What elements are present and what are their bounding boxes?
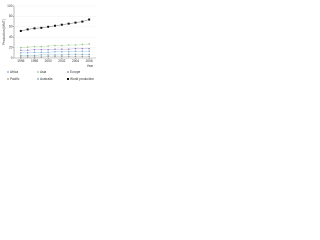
point [26, 46, 29, 48]
point [54, 50, 56, 53]
point [33, 45, 36, 48]
y-tick-label: 60 [9, 25, 13, 29]
point [67, 53, 70, 56]
point [20, 46, 22, 49]
point [33, 51, 36, 54]
point [74, 50, 77, 53]
point [81, 43, 84, 46]
point [61, 55, 63, 58]
legend-marker [37, 71, 39, 73]
legend-label: Europe [70, 70, 81, 74]
x-tick-label: 2004 [72, 59, 79, 63]
point [61, 48, 63, 50]
point [88, 43, 90, 45]
point [81, 20, 84, 23]
y-tick-label: 40 [9, 35, 13, 39]
point [26, 52, 29, 54]
point [26, 28, 29, 31]
legend-marker [37, 78, 39, 80]
point [88, 18, 91, 21]
point [33, 56, 36, 58]
x-tick-label: 1996 [17, 59, 24, 63]
y-axis-label: Production (MMT) [2, 19, 6, 45]
point [20, 49, 22, 51]
point [40, 45, 43, 48]
legend-marker [67, 78, 69, 80]
legend-marker [67, 71, 69, 73]
point [47, 51, 49, 54]
chart: Production (MMT) Year 0 20 40 60 80 100 1996 19… [2, 4, 96, 81]
point [60, 23, 63, 26]
point [88, 47, 90, 50]
y-tick-label: 20 [9, 45, 13, 49]
point [74, 47, 77, 50]
point [74, 53, 77, 56]
point [61, 54, 63, 56]
point [54, 24, 56, 27]
point [67, 55, 70, 58]
point [67, 44, 70, 46]
point [20, 56, 22, 58]
point [19, 29, 22, 32]
point [47, 45, 49, 47]
legend-label: World production [70, 77, 94, 81]
legend-marker [7, 71, 9, 73]
point [88, 55, 90, 58]
point [33, 27, 36, 30]
point [81, 53, 84, 56]
legend-label: Africa [10, 70, 18, 74]
point [20, 52, 22, 54]
point [26, 54, 29, 57]
point [81, 55, 84, 58]
legend-marker [7, 78, 9, 80]
point [54, 48, 56, 50]
x-tick-label: 2000 [45, 59, 52, 63]
point [88, 53, 90, 56]
x-tick-label: 2002 [58, 59, 65, 63]
x-tick-label: 1998 [31, 59, 38, 63]
point [54, 54, 56, 56]
point [40, 26, 43, 29]
y-tick-label: 100 [7, 4, 13, 8]
legend-label: Pacific [10, 77, 20, 81]
point [40, 48, 43, 51]
point [26, 49, 29, 51]
point [88, 50, 90, 53]
y-tick-label: 0 [11, 56, 13, 60]
point [47, 25, 50, 28]
point [74, 44, 77, 46]
legend-label: Australia [40, 77, 53, 81]
point [40, 54, 43, 56]
point [67, 48, 70, 50]
point [26, 56, 29, 58]
point [54, 55, 56, 58]
x-tick-label: 2006 [86, 59, 93, 63]
point [67, 22, 70, 25]
point [33, 54, 36, 57]
point [81, 47, 84, 50]
point [40, 51, 43, 54]
y-tick-label: 80 [9, 14, 13, 18]
point [20, 54, 22, 57]
page: {"chart_data": {"type": "line", "y_label… [0, 0, 320, 93]
point [33, 48, 36, 51]
point [61, 44, 63, 47]
point [47, 48, 49, 51]
point [81, 50, 84, 53]
legend-label: Asia [40, 70, 46, 74]
point [74, 55, 77, 58]
point [47, 54, 49, 56]
point [54, 44, 56, 47]
point [40, 56, 43, 58]
point [74, 21, 77, 24]
point [61, 50, 63, 53]
point [67, 50, 70, 53]
x-axis-label: Year [87, 64, 94, 68]
point [47, 55, 49, 58]
